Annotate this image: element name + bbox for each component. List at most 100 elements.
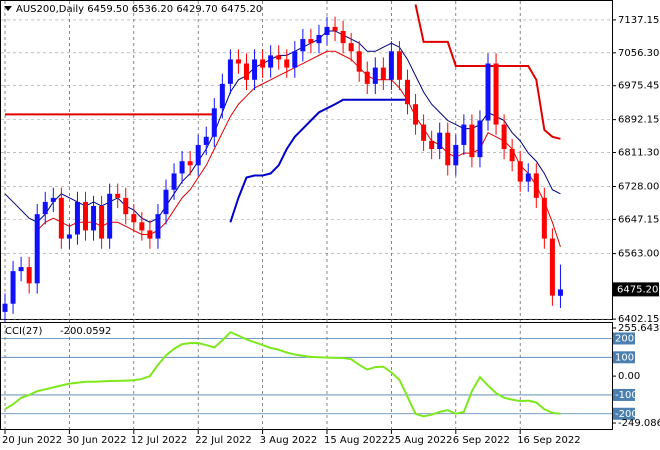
x-tick-label: 30 Jun 2022	[66, 435, 126, 446]
level-label: -200	[615, 409, 638, 420]
x-tick-label: 12 Jul 2022	[131, 435, 188, 446]
candle-body	[517, 161, 523, 182]
x-tick-label: 3 Aug 2022	[260, 435, 318, 446]
candle-body	[469, 124, 475, 158]
candle-body	[356, 51, 362, 72]
candle-body	[276, 55, 282, 60]
candle-body	[405, 79, 410, 105]
candle-body	[107, 193, 113, 239]
y-tick-label: 6402.15	[618, 314, 659, 325]
candle-body	[340, 30, 346, 44]
candle-body	[461, 124, 467, 145]
last-price-label: 6475.20	[617, 284, 658, 295]
y-tick-label: 7137.15	[618, 15, 659, 26]
candle-body	[445, 132, 451, 166]
x-tick-label: 15 Aug 2022	[324, 435, 388, 446]
candle-body	[493, 63, 499, 125]
cci-title: CCI(27)	[5, 326, 43, 337]
y-tick-label: 0.00	[618, 371, 640, 382]
cci-value: -200.0592	[60, 326, 111, 337]
candle-body	[66, 234, 72, 239]
x-tick-label: 16 Sep 2022	[517, 435, 580, 446]
level-box	[613, 332, 635, 345]
candle-body	[179, 161, 185, 174]
candle-body	[557, 289, 563, 296]
y-tick-label: 255.6437	[618, 323, 660, 334]
candle-body	[252, 59, 258, 80]
candle-body	[413, 104, 419, 125]
candle-body	[388, 51, 394, 80]
candle-body	[187, 161, 193, 166]
candle-body	[74, 201, 80, 235]
candle-body	[34, 214, 40, 284]
candle-body	[268, 55, 274, 68]
level-label: -100	[615, 390, 638, 401]
candle-body	[26, 267, 32, 284]
candle-body	[171, 173, 177, 190]
candle-body	[219, 83, 225, 109]
last-price-box	[613, 282, 659, 297]
candle-body	[18, 267, 24, 272]
candle-body	[541, 197, 547, 239]
candle-body	[348, 43, 354, 52]
x-tick-label: 20 Jun 2022	[2, 435, 62, 446]
candle-body	[10, 271, 16, 304]
candle-body	[509, 149, 515, 162]
y-tick-label: 6647.15	[618, 214, 659, 225]
candle-body	[2, 303, 8, 312]
candle-body	[284, 59, 290, 68]
indicator-line	[4, 30, 561, 223]
level-box	[613, 407, 635, 420]
level-box	[613, 388, 635, 401]
candle-body	[300, 39, 306, 52]
chart-title: AUS200,Daily 6459.50 6536.20 6429.70 647…	[16, 4, 262, 15]
candle-body	[42, 201, 48, 215]
candle-body	[421, 124, 427, 141]
y-tick-label: 6728.00	[618, 181, 659, 192]
candle-body	[131, 214, 137, 223]
y-tick-label: 6975.45	[618, 81, 659, 92]
x-tick-label: 22 Jul 2022	[195, 435, 252, 446]
candle-body	[227, 59, 233, 84]
candle-body	[115, 193, 121, 198]
candle-body	[203, 136, 209, 145]
candle-body	[244, 63, 249, 80]
x-tick-label: 25 Aug 2022	[388, 435, 452, 446]
x-tick-label: 6 Sep 2022	[453, 435, 510, 446]
candle-body	[324, 26, 330, 36]
candle-body	[477, 120, 483, 158]
candle-body	[235, 59, 241, 64]
candle-body	[58, 197, 64, 239]
candle-body	[316, 35, 322, 44]
candle-body	[380, 67, 386, 80]
candle-body	[260, 59, 266, 68]
indicator-line	[229, 98, 408, 223]
candle-body	[485, 63, 491, 121]
candle-body	[549, 238, 555, 296]
candle-body	[364, 71, 370, 84]
candle-body	[147, 230, 153, 239]
y-tick-label: 6563.00	[618, 249, 659, 260]
candle-body	[99, 206, 105, 239]
level-label: 100	[615, 352, 634, 363]
indicator-line	[4, 331, 561, 418]
candle-body	[123, 197, 129, 215]
y-tick-label: 6892.15	[618, 115, 659, 126]
candle-body	[163, 189, 169, 215]
candle-body	[332, 26, 338, 31]
candle-body	[533, 173, 539, 198]
y-tick-label: 7056.30	[618, 48, 659, 59]
price-panel	[0, 0, 613, 320]
candle-body	[501, 124, 507, 150]
menu-arrow	[4, 6, 12, 11]
candle-body	[211, 108, 217, 137]
level-box	[613, 351, 635, 364]
candle-body	[155, 214, 161, 239]
level-label: 200	[615, 333, 634, 344]
candle-body	[91, 206, 97, 231]
candle-body	[292, 51, 298, 68]
y-tick-label: -249.086	[618, 418, 660, 429]
candle-body	[372, 67, 378, 84]
candle-body	[525, 173, 531, 182]
